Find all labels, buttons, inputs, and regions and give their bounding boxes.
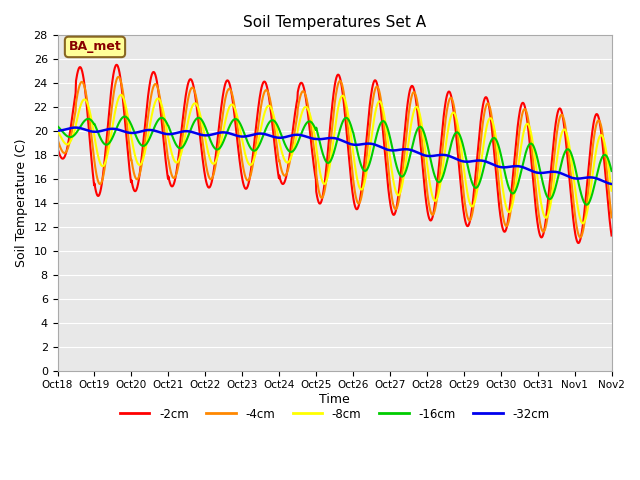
Y-axis label: Soil Temperature (C): Soil Temperature (C) [15,139,28,267]
Text: BA_met: BA_met [68,40,122,53]
Legend: -2cm, -4cm, -8cm, -16cm, -32cm: -2cm, -4cm, -8cm, -16cm, -32cm [115,403,554,425]
Title: Soil Temperatures Set A: Soil Temperatures Set A [243,15,426,30]
X-axis label: Time: Time [319,393,350,406]
